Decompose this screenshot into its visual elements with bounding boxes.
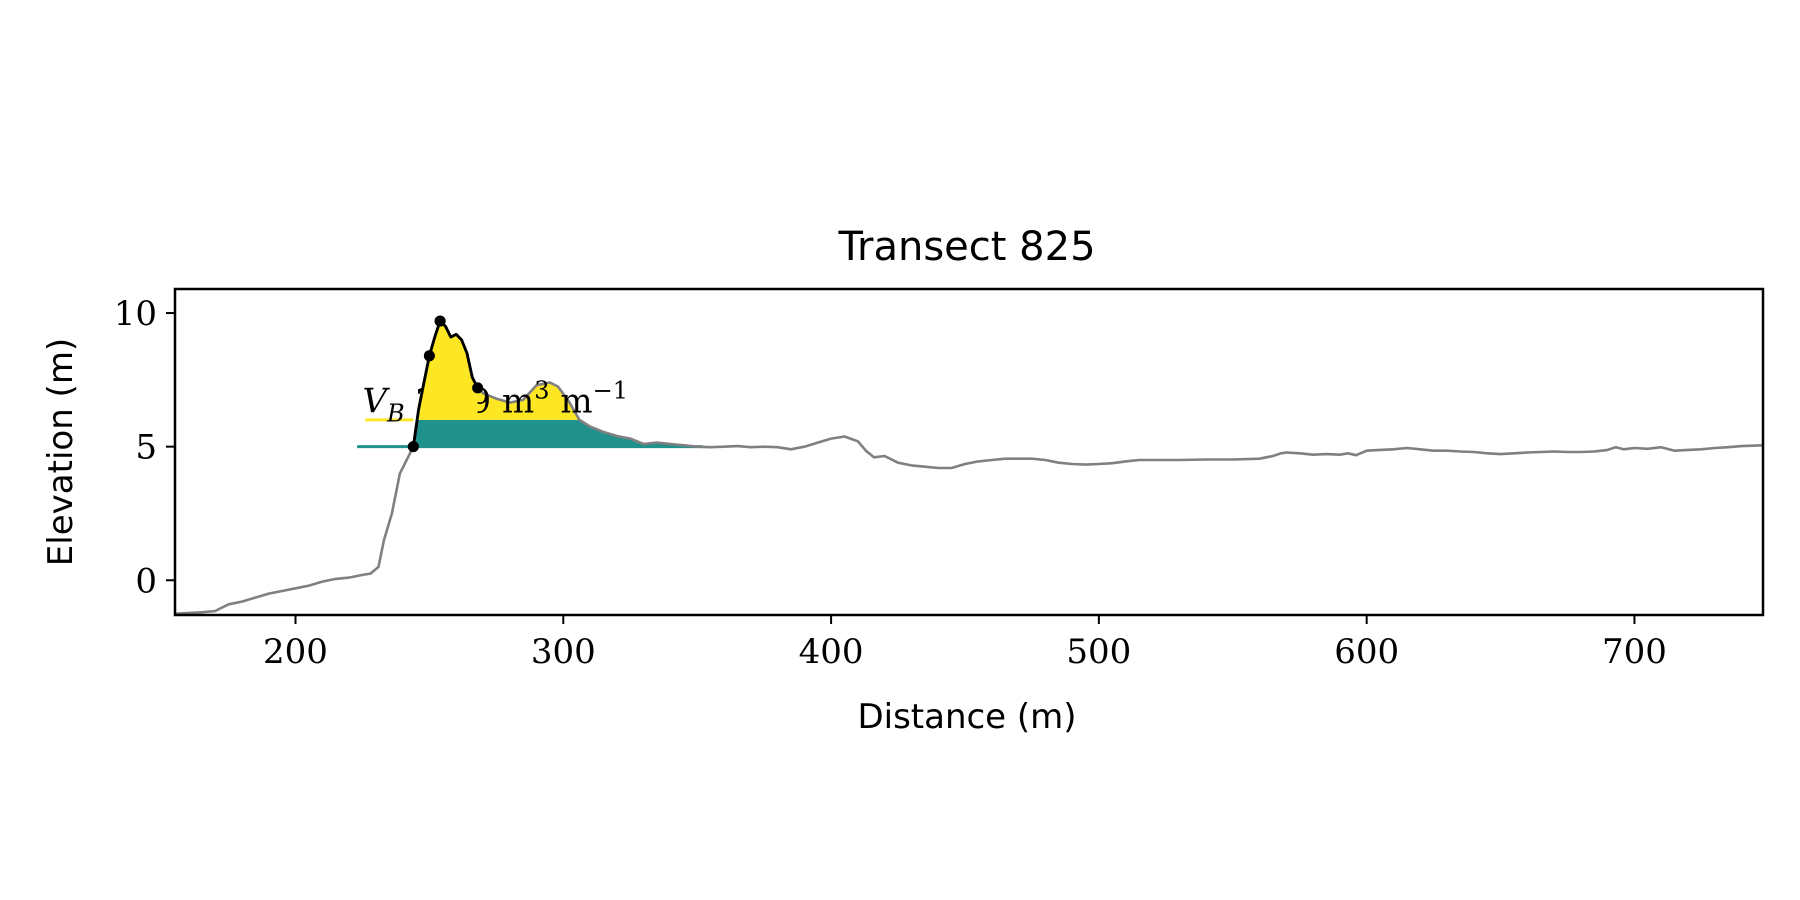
x-tick-label: 700: [1602, 632, 1667, 672]
dune-marker-overlay-2: [423, 350, 435, 362]
dune-marker-overlay-3: [434, 315, 446, 327]
y-tick-label: 5: [135, 428, 157, 468]
dune-marker-overlay-4: [472, 382, 484, 394]
y-axis-label: Elevation (m): [41, 338, 81, 566]
elevation-profile-line: [175, 319, 1763, 615]
plot-area: [175, 315, 1763, 615]
volume-annotation: VB 26.9 m3 m−1: [362, 315, 628, 453]
y-tick-label: 0: [135, 561, 157, 601]
x-tick-label: 200: [263, 632, 328, 672]
x-tick-label: 500: [1066, 632, 1131, 672]
dune-outline-overlay: [411, 319, 479, 447]
x-tick-label: 600: [1334, 632, 1399, 672]
volume-annotation-text: VB 26.9 m3 m−1: [362, 377, 628, 428]
x-tick-label: 300: [531, 632, 596, 672]
chart-title: Transect 825: [837, 224, 1095, 270]
y-axis: 0 5 10: [114, 294, 175, 601]
dune-marker-overlay-1: [407, 441, 419, 453]
dune-volume-fill-overlay: [413, 321, 478, 420]
y-tick-label: 10: [114, 294, 157, 334]
axes-frame: [173, 287, 1765, 617]
x-tick-label: 400: [799, 632, 864, 672]
x-axis-label: Distance (m): [857, 697, 1076, 737]
x-axis: 200 300 400 500 600 700: [263, 615, 1667, 672]
